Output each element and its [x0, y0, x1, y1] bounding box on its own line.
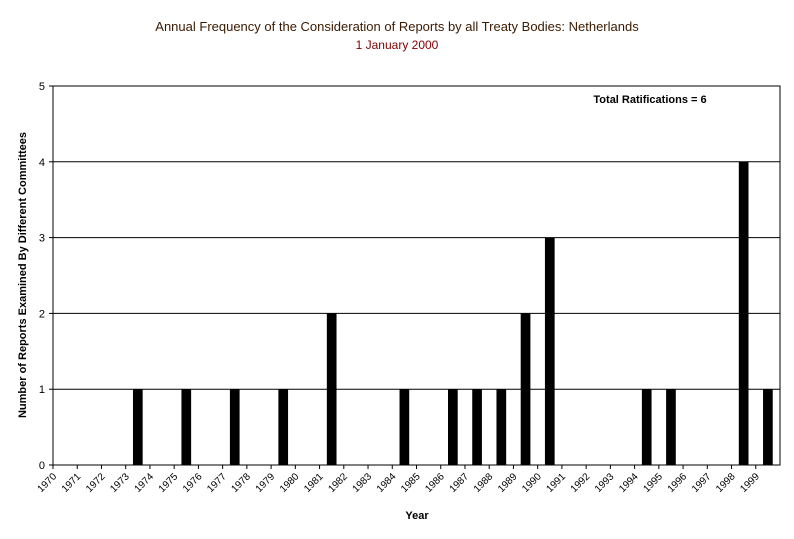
x-axis-label: Year	[405, 510, 429, 522]
bar	[520, 313, 531, 465]
x-tick-label: 1989	[496, 471, 520, 495]
bar	[326, 313, 337, 465]
bar	[641, 389, 652, 465]
bar	[496, 389, 507, 465]
bar	[229, 389, 240, 465]
y-tick-label: 1	[39, 384, 45, 396]
x-tick-label: 1988	[472, 471, 496, 495]
x-tick-label: 1990	[520, 471, 544, 495]
x-tick-label: 1994	[617, 471, 641, 495]
bar	[544, 237, 555, 465]
x-tick-label: 1985	[399, 471, 423, 495]
y-tick-label: 4	[39, 157, 45, 169]
bar	[448, 389, 458, 465]
x-tick-label: 1991	[545, 471, 569, 495]
x-tick-label: 1976	[181, 471, 205, 495]
x-tick-label: 1995	[641, 471, 665, 495]
x-tick-label: 1983	[351, 471, 375, 495]
x-tick-label: 1981	[302, 471, 326, 495]
y-axis-label: Number of Reports Examined By Different …	[17, 132, 29, 418]
chart-title: Annual Frequency of the Consideration of…	[155, 19, 639, 34]
y-tick-label: 5	[39, 81, 45, 93]
x-tick-label: 1972	[84, 471, 108, 495]
x-tick-label: 1987	[448, 471, 472, 495]
x-tick-label: 1993	[593, 471, 617, 495]
x-tick-label: 1982	[326, 471, 350, 495]
x-tick-label: 1974	[133, 471, 157, 495]
x-tick-label: 1971	[60, 471, 84, 495]
x-tick-label: 1996	[666, 471, 690, 495]
annotation: Total Ratifications = 6	[593, 94, 706, 106]
x-tick-label: 1970	[36, 471, 60, 495]
y-tick-label: 0	[39, 460, 45, 472]
bar	[181, 389, 192, 465]
bar	[399, 389, 410, 465]
chart-subtitle: 1 January 2000	[356, 38, 439, 52]
x-tick-label: 1980	[278, 471, 302, 495]
x-tick-label: 1984	[375, 471, 399, 495]
x-tick-label: 1975	[157, 471, 181, 495]
x-tick-label: 1973	[108, 471, 132, 495]
y-tick-label: 2	[39, 308, 45, 320]
x-tick-label: 1979	[254, 471, 278, 495]
bar	[132, 389, 143, 465]
bar	[763, 389, 773, 465]
x-tick-label: 1998	[714, 471, 738, 495]
x-tick-label: 1992	[569, 471, 593, 495]
bar	[278, 389, 289, 465]
bar	[472, 389, 482, 465]
x-tick-label: 1978	[229, 471, 253, 495]
x-tick-label: 1986	[423, 471, 447, 495]
bar	[738, 161, 749, 466]
x-tick-label: 1977	[205, 471, 229, 495]
x-tick-label: 1999	[738, 471, 762, 495]
y-tick-label: 3	[39, 233, 45, 245]
x-tick-label: 1997	[690, 471, 714, 495]
bar	[666, 389, 676, 465]
